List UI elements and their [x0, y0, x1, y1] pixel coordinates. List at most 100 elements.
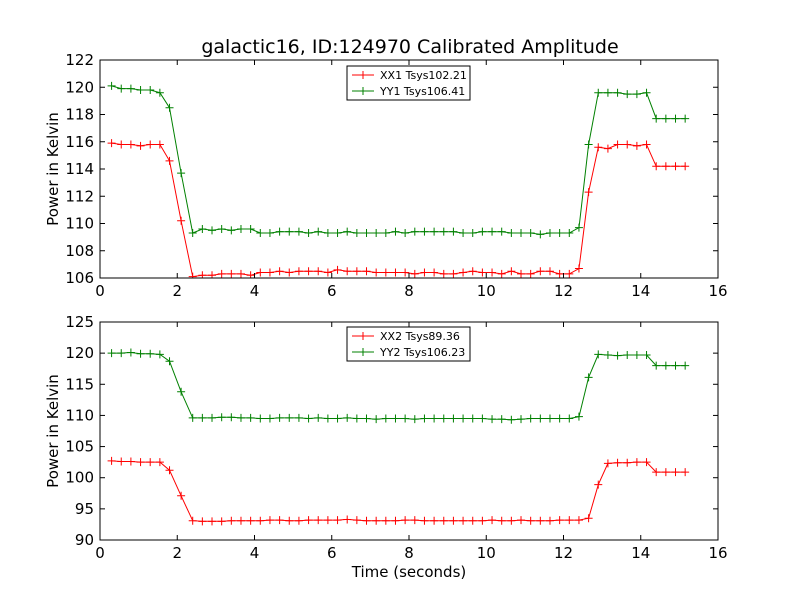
data-point	[401, 268, 410, 277]
data-point	[323, 414, 332, 423]
data-point	[294, 516, 303, 525]
data-point	[545, 414, 554, 423]
data-point	[391, 414, 400, 423]
data-point	[613, 140, 622, 149]
legend-box	[346, 65, 471, 101]
data-point	[372, 516, 381, 525]
y-tick-label: 100	[65, 469, 94, 487]
data-point	[177, 491, 186, 500]
data-point	[304, 267, 313, 276]
data-point	[507, 516, 516, 525]
data-point	[198, 413, 207, 422]
data-point	[642, 458, 651, 467]
data-point	[314, 413, 323, 422]
data-point	[136, 349, 145, 358]
data-point	[613, 88, 622, 97]
data-point	[517, 516, 526, 525]
x-tick-label: 16	[708, 282, 727, 300]
data-point	[285, 413, 294, 422]
data-point	[430, 414, 439, 423]
bottom-plot: 0 2 4 6 8 10 12 14 16 90 95 100 105 110 115 120 125 Power…	[44, 313, 728, 581]
data-point	[642, 140, 651, 149]
data-point	[478, 414, 487, 423]
data-point	[623, 140, 632, 149]
data-point	[323, 516, 332, 525]
data-point	[362, 516, 371, 525]
data-point	[671, 361, 680, 370]
data-point	[107, 349, 116, 358]
data-point	[517, 229, 526, 238]
x-tick-label: 8	[404, 282, 414, 300]
data-point	[603, 459, 612, 468]
data-point	[362, 414, 371, 423]
data-point	[603, 351, 612, 360]
data-point	[314, 516, 323, 525]
data-point	[623, 458, 632, 467]
data-point	[126, 140, 135, 149]
data-point	[574, 412, 583, 421]
data-point	[198, 224, 207, 233]
data-point	[555, 229, 564, 238]
data-point	[410, 415, 419, 424]
data-point	[372, 268, 381, 277]
data-point	[526, 229, 535, 238]
data-point	[236, 269, 245, 278]
data-point	[155, 88, 164, 97]
data-point	[265, 229, 274, 238]
data-point	[517, 415, 526, 424]
data-point	[352, 229, 361, 238]
data-point	[256, 229, 265, 238]
y-tick-label: 115	[65, 375, 94, 393]
legend-box	[346, 326, 471, 362]
top-plot: 0 2 4 6 8 10 12 14 16 106 108 110 112 114 116 118 120 122…	[44, 51, 728, 300]
data-point	[381, 268, 390, 277]
x-tick-label: 12	[554, 544, 573, 562]
data-point	[565, 516, 574, 525]
data-point	[177, 169, 186, 178]
data-point	[488, 268, 497, 277]
data-point	[227, 413, 236, 422]
data-point	[146, 140, 155, 149]
data-point	[136, 141, 145, 150]
data-point	[430, 268, 439, 277]
data-point	[227, 269, 236, 278]
data-point	[681, 361, 690, 370]
data-point	[468, 267, 477, 276]
data-point	[285, 516, 294, 525]
data-point	[584, 140, 593, 149]
data-point	[401, 414, 410, 423]
data-point	[246, 516, 255, 525]
data-point	[497, 516, 506, 525]
data-point	[652, 468, 661, 477]
data-point	[188, 229, 197, 238]
data-point	[126, 84, 135, 93]
legend-marker	[359, 332, 367, 340]
data-point	[265, 268, 274, 277]
data-point	[217, 413, 226, 422]
legend-marker	[359, 87, 367, 95]
data-point	[165, 103, 174, 112]
data-point	[265, 414, 274, 423]
data-point	[136, 85, 145, 94]
data-point	[126, 457, 135, 466]
data-point	[362, 229, 371, 238]
data-point	[217, 517, 226, 526]
data-point	[488, 516, 497, 525]
data-point	[565, 414, 574, 423]
data-point	[275, 267, 284, 276]
data-point	[661, 468, 670, 477]
data-point	[459, 229, 468, 238]
data-point	[401, 516, 410, 525]
data-point	[497, 269, 506, 278]
data-point	[227, 516, 236, 525]
y-tick-label: 125	[65, 313, 94, 331]
data-point	[449, 414, 458, 423]
data-point	[410, 227, 419, 236]
data-point	[188, 272, 197, 278]
data-point	[117, 140, 126, 149]
data-point	[459, 414, 468, 423]
data-point	[468, 516, 477, 525]
data-point	[217, 269, 226, 278]
data-point	[285, 268, 294, 277]
